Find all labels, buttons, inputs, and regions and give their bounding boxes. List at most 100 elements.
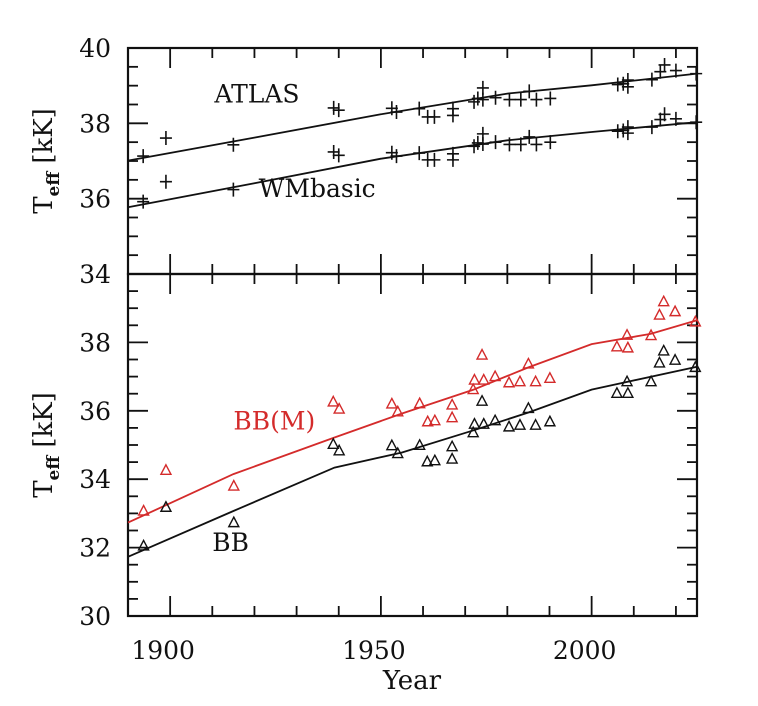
bb-point [137, 538, 150, 551]
bb-point [445, 452, 459, 464]
wmbasic-point [446, 152, 459, 167]
atlas-point [669, 63, 682, 78]
wmbasic-point [530, 137, 543, 152]
top-y-tick-label: 38 [79, 109, 111, 138]
top-ylabel: Teff [kK] [29, 108, 64, 214]
bb-m-point [137, 504, 150, 516]
bb-m-point [529, 374, 542, 387]
bottom-panel: 30 32 34 36 38 1900 1950 2000 BB(M) BB [79, 272, 702, 665]
top-ylabel-unit: [kK] [29, 108, 59, 163]
bottom-y-tick-label: 30 [79, 602, 111, 631]
wmbasic-point [523, 129, 536, 144]
bb-series-label: BB [212, 528, 249, 557]
atlas-point [658, 57, 671, 72]
bb-m-point [522, 356, 535, 369]
wmbasic-point [669, 111, 682, 126]
bb-point [475, 394, 489, 406]
atlas-point [476, 92, 489, 107]
wmbasic-point [390, 149, 403, 164]
bottom-ylabel: Teff [kK] [29, 392, 64, 498]
bb-point [227, 515, 240, 528]
bb-point [428, 453, 441, 466]
atlas-point [413, 101, 426, 116]
atlas-point [523, 84, 536, 99]
bb-m-point [445, 410, 459, 423]
bb-m-point [657, 294, 670, 307]
bb-point [421, 454, 434, 467]
atlas-point [514, 92, 527, 107]
bb-point [467, 425, 480, 438]
bb-m-point [668, 304, 682, 317]
wmbasic-fit-line [127, 121, 698, 209]
wmbasic-point [332, 148, 345, 163]
bb-m-point [488, 369, 502, 382]
bb-point [445, 439, 459, 452]
bb-m-point [644, 328, 658, 341]
wmbasic-point [645, 120, 658, 135]
bb-point [385, 438, 399, 451]
x-axis-title: Year [382, 666, 442, 696]
bb-m-point [159, 463, 173, 476]
atlas-point [489, 90, 502, 105]
atlas-point [428, 109, 441, 124]
bb-point [513, 418, 527, 430]
atlas-point [690, 66, 703, 81]
atlas-point [159, 131, 172, 146]
bb-point [488, 413, 502, 426]
x-tick-label: 2000 [553, 636, 617, 665]
atlas-point [503, 92, 516, 107]
bb-point [620, 374, 634, 387]
atlas-point [471, 91, 484, 106]
atlas-point [476, 80, 489, 95]
bottom-y-tick-label: 32 [79, 534, 111, 563]
atlas-point [332, 103, 345, 118]
bb-point [689, 360, 702, 373]
atlas-point [621, 79, 634, 94]
bb-m-point [333, 402, 346, 414]
x-tick-label: 1950 [342, 636, 406, 665]
atlas-point [390, 105, 403, 120]
bb-point [502, 419, 516, 432]
bb-m-point [327, 394, 340, 407]
atlas-series-label: ATLAS [213, 80, 299, 109]
x-tick-label: 1900 [131, 636, 195, 665]
bb-point [543, 414, 557, 427]
bb-m-point [620, 328, 634, 340]
bb-point [653, 355, 666, 368]
bb-point [621, 386, 635, 399]
atlas-point [327, 100, 340, 115]
bb-m-point [467, 382, 480, 395]
bb-m-series-label: BB(M) [233, 407, 315, 436]
atlas-point [227, 137, 240, 152]
atlas-point [137, 149, 150, 164]
bottom-ylabel-sub: eff [44, 455, 64, 481]
bb-point [668, 353, 682, 365]
wmbasic-point [327, 144, 340, 159]
bb-point [327, 437, 340, 450]
bb-point [529, 418, 542, 430]
bb-point [333, 443, 346, 456]
wmbasic-point [413, 146, 426, 161]
wmbasic-point [621, 126, 634, 141]
top-y-tick-label: 34 [79, 260, 111, 289]
top-panel: 34 36 38 40 ATLAS WMbasic [79, 34, 703, 289]
bb-m-point [653, 308, 666, 320]
bb-point [413, 438, 426, 451]
bb-m-point [385, 396, 399, 409]
bb-point [477, 417, 490, 429]
bb-point [522, 401, 535, 414]
bb-point [159, 500, 173, 512]
bb-m-point [502, 375, 516, 388]
bb-fit-line [127, 365, 698, 558]
wmbasic-point [544, 135, 557, 150]
top-ylabel-sub: eff [44, 171, 64, 197]
atlas-point [544, 91, 557, 106]
bb-m-point [428, 413, 441, 426]
atlas-fit-line [127, 72, 698, 162]
bb-point [610, 386, 624, 399]
top-y-tick-label: 36 [79, 185, 111, 214]
bb-m-point [468, 373, 481, 385]
atlas-point [446, 108, 459, 123]
bb-m-point [543, 371, 557, 384]
